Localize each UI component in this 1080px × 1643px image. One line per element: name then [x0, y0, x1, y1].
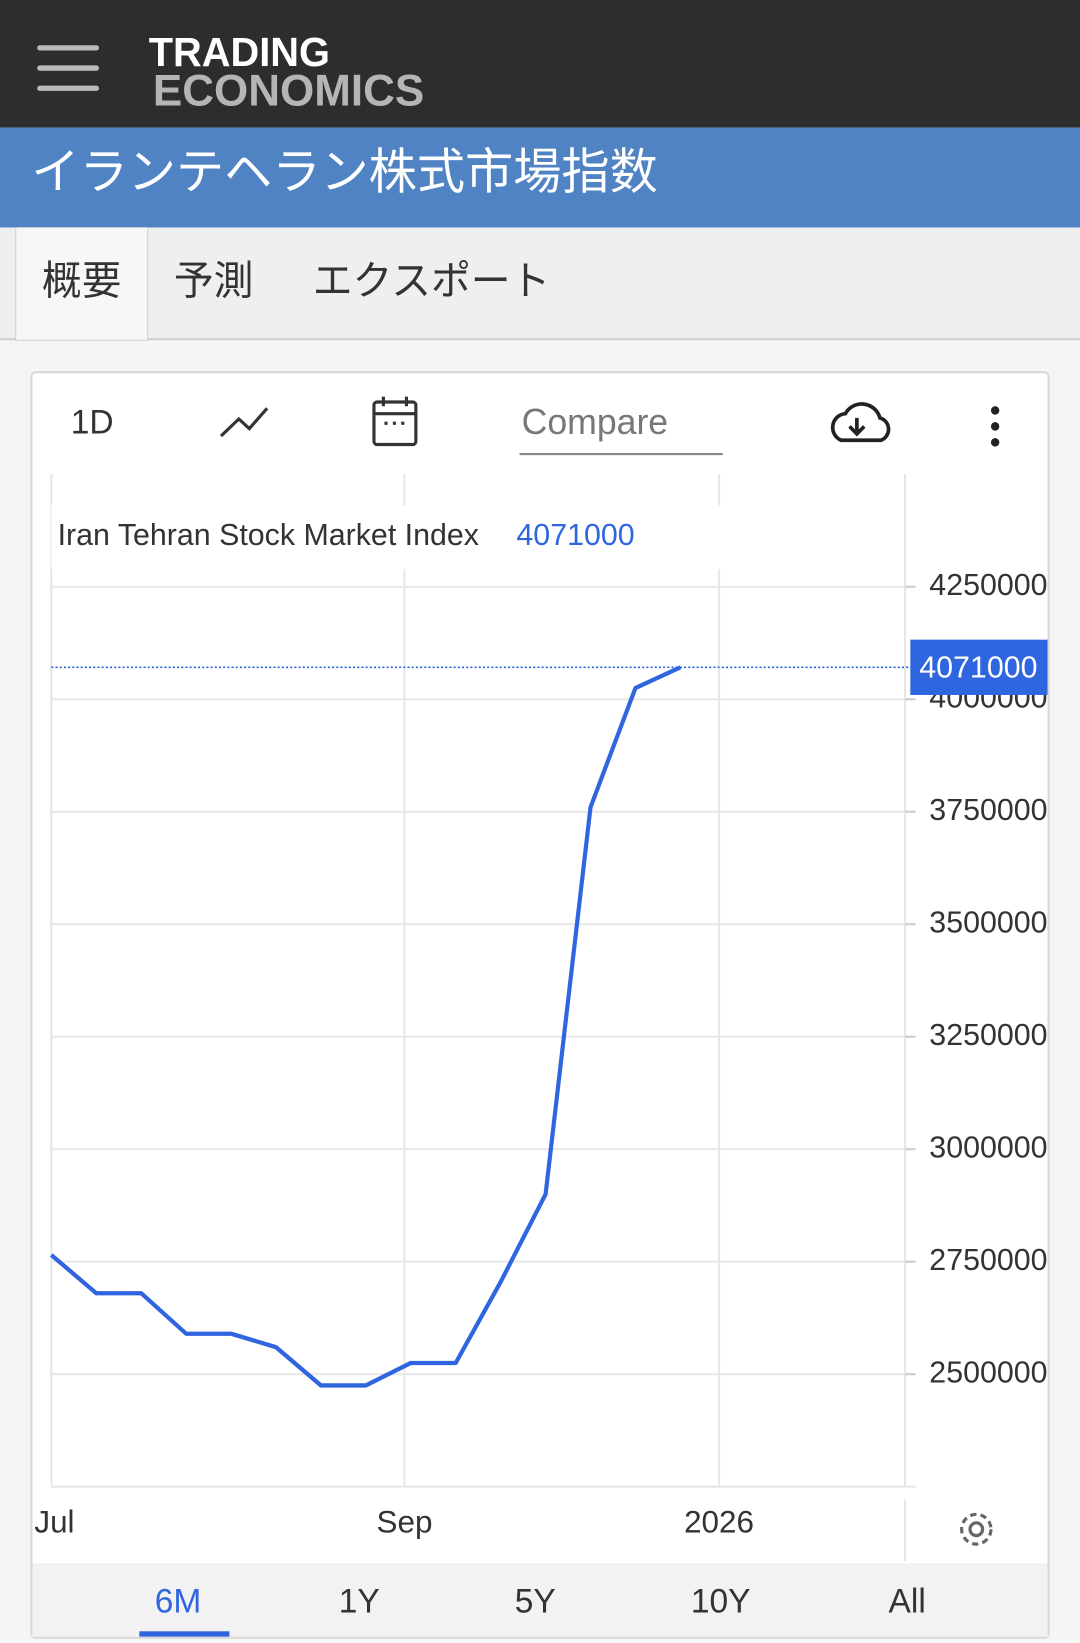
chart-type-icon[interactable] — [219, 407, 269, 438]
y-tick-label: 3000000 — [929, 1130, 1047, 1164]
calendar-icon[interactable] — [372, 396, 418, 447]
y-tick-label: 3250000 — [929, 1018, 1047, 1052]
tab[interactable]: 予測 — [174, 259, 254, 303]
range-button[interactable]: 5Y — [515, 1582, 556, 1620]
download-icon[interactable] — [830, 402, 891, 443]
tab[interactable]: エクスポート — [313, 259, 551, 303]
y-tick-label: 4250000 — [929, 568, 1047, 602]
compare-input[interactable]: Compare — [522, 402, 668, 442]
y-tick-label: 3500000 — [929, 905, 1047, 939]
range-underline — [139, 1631, 230, 1637]
x-tick-label: Sep — [377, 1503, 433, 1539]
brand-top[interactable]: TRADING — [149, 31, 330, 75]
x-tick-label: Jul — [34, 1503, 74, 1539]
menu-button[interactable] — [37, 45, 99, 91]
top-bar — [0, 0, 1080, 128]
active-tab[interactable] — [15, 227, 149, 341]
legend-box — [51, 505, 722, 569]
legend-name: Iran Tehran Stock Market Index — [58, 518, 479, 552]
tab-bar — [0, 227, 1080, 340]
y-tick-label: 2500000 — [929, 1355, 1047, 1389]
range-button[interactable]: 6M — [155, 1582, 202, 1620]
interval-button[interactable]: 1D — [71, 403, 114, 441]
plot: 2500000 2750000 3000000 3250000 3500000 37500… — [34, 474, 1048, 1562]
last-value-label: 4071000 — [919, 650, 1037, 684]
brand-bottom[interactable]: ECONOMICS — [153, 66, 424, 115]
more-menu[interactable] — [990, 406, 1000, 447]
last-value-flag — [910, 639, 1048, 695]
range-bar — [32, 1563, 1048, 1637]
tab[interactable]: 概要 — [42, 259, 122, 303]
legend-value: 4071000 — [516, 518, 634, 552]
x-tick-label: 2026 — [684, 1503, 754, 1539]
chart-card — [30, 371, 1050, 1639]
series-line — [49, 665, 682, 1388]
y-tick-label: 3750000 — [929, 793, 1047, 827]
title-band — [0, 127, 1080, 228]
settings-icon[interactable] — [960, 1512, 993, 1546]
range-button[interactable]: All — [889, 1582, 926, 1620]
range-button[interactable]: 10Y — [691, 1582, 751, 1620]
range-button[interactable]: 1Y — [339, 1582, 380, 1620]
page-title: イランテヘラン株式市場指数 — [31, 145, 657, 199]
y-tick-label: 2750000 — [929, 1243, 1047, 1277]
